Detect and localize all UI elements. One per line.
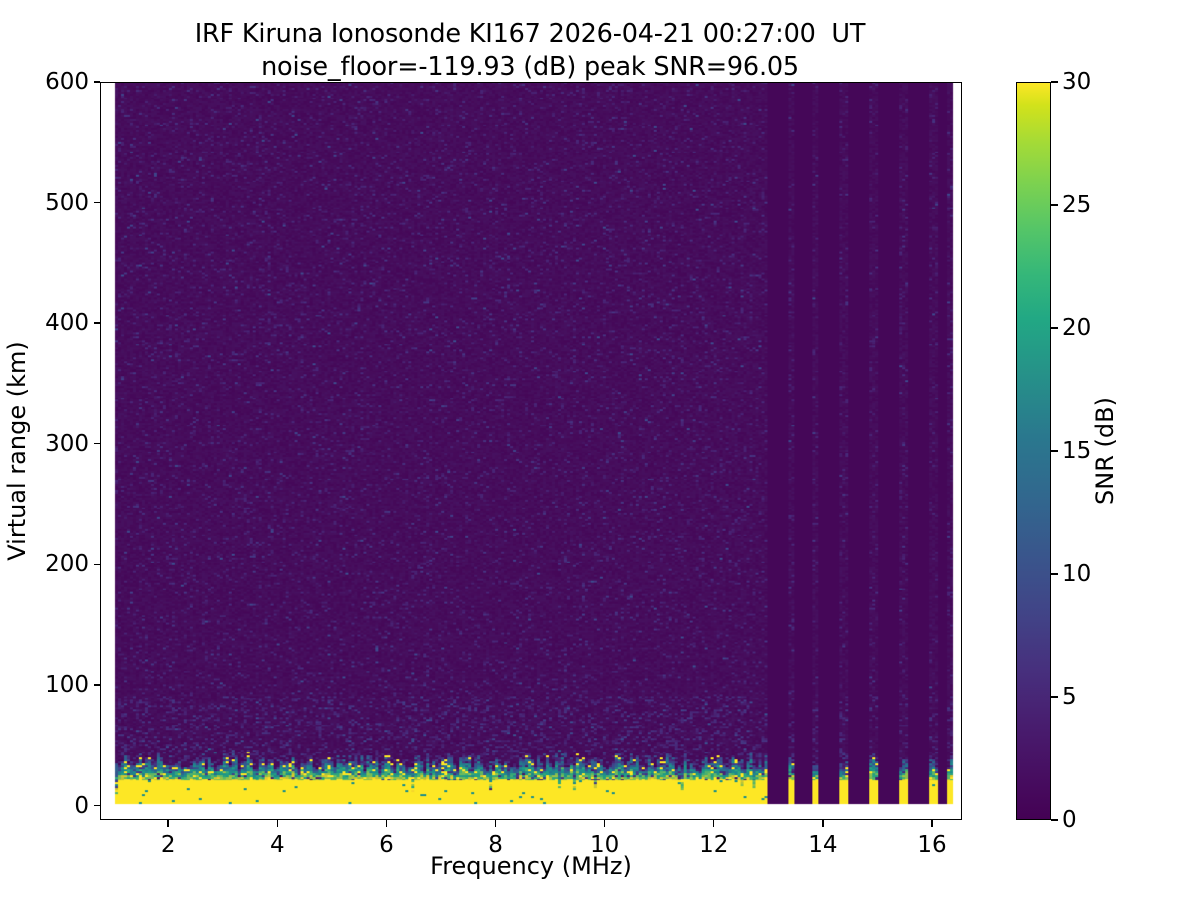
title-line-1: IRF Kiruna Ionosonde KI167 2026-04-21 00…	[194, 19, 866, 49]
x-tick-label: 10	[590, 832, 620, 858]
x-tick-mark	[494, 820, 497, 827]
x-tick-mark	[822, 820, 824, 827]
x-tick-mark	[713, 820, 715, 827]
y-tick-label: 500	[45, 189, 89, 216]
x-tick-label: 14	[808, 832, 838, 858]
y-tick-label: 100	[45, 671, 89, 698]
ionogram-heatmap	[101, 83, 961, 819]
colorbar-tick-mark	[1051, 450, 1058, 452]
y-tick-label: 600	[45, 69, 89, 95]
colorbar-tick-mark	[1051, 819, 1058, 821]
x-axis-label: Frequency (MHz)	[430, 852, 632, 880]
colorbar-label: SNR (dB)	[1091, 397, 1119, 505]
colorbar-tick-label: 15	[1062, 438, 1092, 464]
figure-title: IRF Kiruna Ionosonde KI167 2026-04-21 00…	[0, 18, 1060, 84]
y-tick-label: 400	[45, 310, 89, 337]
x-tick-mark	[603, 820, 606, 827]
colorbar-gradient	[1016, 82, 1051, 820]
colorbar-tick-label: 5	[1062, 684, 1077, 710]
colorbar-tick-label: 0	[1062, 807, 1077, 833]
colorbar-tick-mark	[1051, 204, 1058, 206]
colorbar-tick-label: 20	[1062, 315, 1092, 341]
y-tick-label: 0	[74, 792, 89, 819]
x-tick-label: 4	[269, 832, 285, 858]
x-tick-mark	[167, 820, 169, 827]
x-tick-label: 8	[488, 832, 503, 858]
title-line-2: noise_floor=-119.93 (dB) peak SNR=96.05	[261, 52, 799, 83]
x-tick-label: 12	[699, 832, 729, 858]
x-tick-mark	[276, 820, 278, 827]
y-tick-label: 300	[45, 430, 89, 457]
y-tick-mark	[93, 81, 100, 83]
colorbar-tick-label: 25	[1062, 192, 1092, 218]
colorbar-tick-label: 30	[1062, 69, 1092, 95]
colorbar-tick-mark	[1051, 327, 1058, 329]
y-tick-mark	[93, 322, 100, 324]
y-tick-label: 200	[45, 551, 89, 578]
y-tick-mark	[93, 684, 100, 686]
y-tick-mark	[93, 443, 100, 445]
x-tick-label: 2	[160, 832, 176, 858]
y-tick-mark	[93, 563, 100, 566]
x-axis-ticks: 2 4 6 8 10 12 14 16	[100, 820, 962, 880]
y-tick-mark	[93, 201, 100, 204]
plot-area	[100, 82, 962, 820]
colorbar-tick-mark	[1051, 696, 1058, 698]
x-tick-label: 16	[917, 832, 947, 858]
y-axis-label: Virtual range (km)	[3, 341, 31, 561]
x-tick-mark	[931, 820, 933, 827]
x-tick-mark	[385, 820, 388, 827]
colorbar-tick-mark	[1051, 81, 1058, 83]
y-tick-mark	[93, 804, 100, 807]
x-tick-label: 6	[379, 832, 394, 858]
colorbar-tick-label: 10	[1062, 561, 1092, 587]
colorbar-tick-mark	[1051, 573, 1058, 575]
